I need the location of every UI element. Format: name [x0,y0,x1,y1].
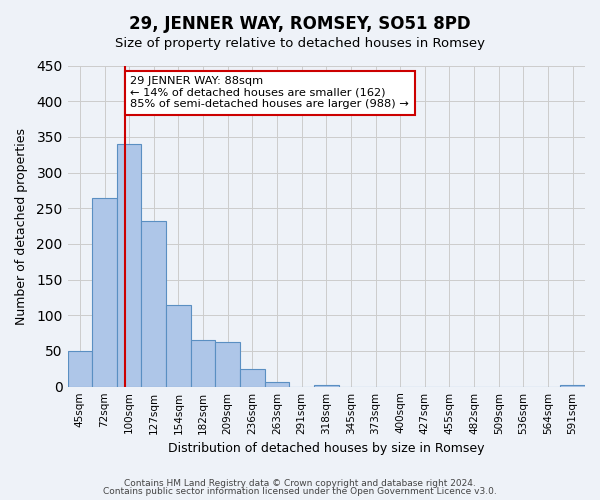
X-axis label: Distribution of detached houses by size in Romsey: Distribution of detached houses by size … [168,442,485,455]
Bar [92,198,117,386]
Text: 29 JENNER WAY: 88sqm
← 14% of detached houses are smaller (162)
85% of semi-deta: 29 JENNER WAY: 88sqm ← 14% of detached h… [130,76,409,110]
Bar [166,304,191,386]
Bar [117,144,142,386]
Text: Contains HM Land Registry data © Crown copyright and database right 2024.: Contains HM Land Registry data © Crown c… [124,478,476,488]
Text: Size of property relative to detached houses in Romsey: Size of property relative to detached ho… [115,38,485,51]
Text: 29, JENNER WAY, ROMSEY, SO51 8PD: 29, JENNER WAY, ROMSEY, SO51 8PD [129,15,471,33]
Bar [240,369,265,386]
Y-axis label: Number of detached properties: Number of detached properties [15,128,28,324]
Bar [191,340,215,386]
Bar [215,342,240,386]
Bar [142,221,166,386]
Bar [68,351,92,386]
Text: Contains public sector information licensed under the Open Government Licence v3: Contains public sector information licen… [103,487,497,496]
Bar [560,384,585,386]
Bar [265,382,289,386]
Bar [314,384,338,386]
